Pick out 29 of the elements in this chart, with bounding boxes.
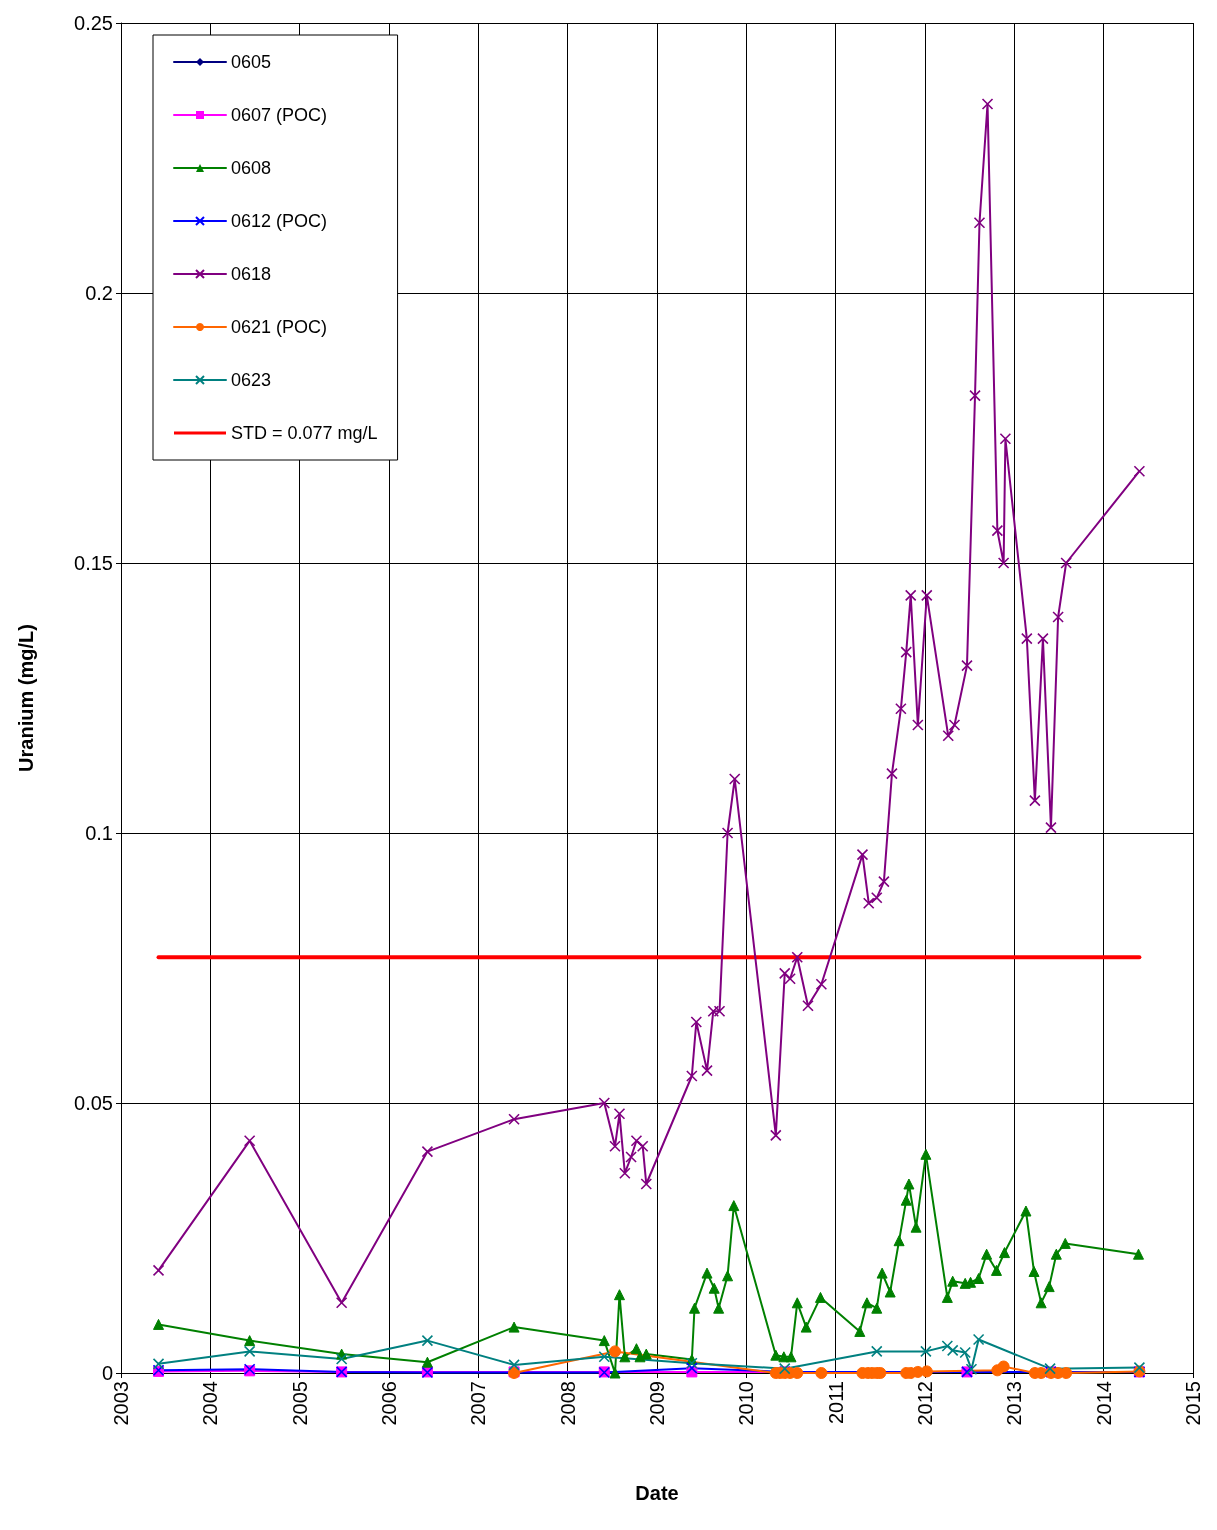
y-tick-label: 0.1: [85, 822, 113, 844]
x-tick-label: 2014: [1092, 1381, 1115, 1426]
legend-label: 0612 (POC): [231, 211, 328, 231]
legend-label: 0605: [231, 52, 272, 72]
legend-label: STD = 0.077 mg/L: [231, 423, 378, 443]
x-tick-label: 2012: [914, 1381, 936, 1426]
x-tick-label: 2004: [199, 1381, 222, 1426]
y-tick-label: 0.15: [74, 552, 113, 574]
x-axis-title: Date: [635, 1482, 679, 1504]
x-tick-label: 2005: [288, 1381, 311, 1426]
y-tick-label: 0.05: [74, 1092, 113, 1114]
legend-label: 0608: [231, 158, 272, 178]
legend-label: 0621 (POC): [231, 317, 328, 337]
legend-label: 0618: [231, 264, 272, 284]
y-tick-label: 0: [101, 1362, 113, 1384]
legend-label: 0623: [231, 370, 272, 390]
x-tick-label: 2010: [735, 1381, 758, 1426]
legend-label: 0607 (POC): [231, 105, 328, 125]
x-tick-label: 2013: [1003, 1381, 1026, 1426]
x-tick-label: 2006: [378, 1381, 400, 1426]
x-tick-label: 2009: [646, 1381, 668, 1426]
y-tick-label: 0.25: [74, 12, 113, 34]
x-tick-label: 2008: [556, 1381, 579, 1426]
x-tick-label: 2015: [1182, 1381, 1204, 1426]
x-tick-label: 2003: [110, 1381, 132, 1426]
x-tick-label: 2007: [467, 1381, 490, 1426]
y-tick-label: 0.2: [85, 282, 113, 304]
y-axis-title: Uranium (mg/L): [15, 624, 37, 772]
x-tick-label: 2011: [824, 1381, 847, 1425]
